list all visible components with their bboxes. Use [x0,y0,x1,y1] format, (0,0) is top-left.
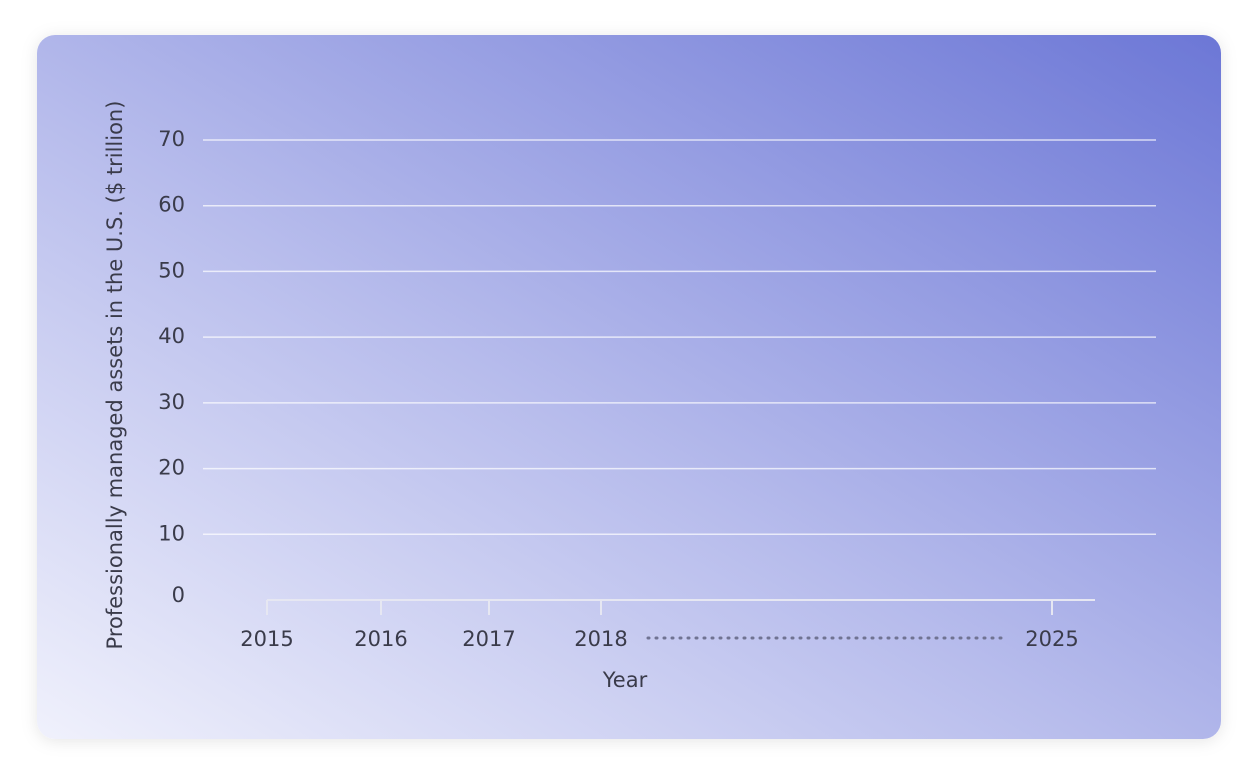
x-axis-label: Year [602,668,648,692]
y-axis-label: Professionally managed assets in the U.S… [103,101,127,650]
card [37,35,1221,739]
x-tick-label: 2016 [354,627,407,651]
y-tick-label: 0 [172,583,185,607]
y-tick-label: 60 [158,193,185,217]
x-tick-label: 2018 [574,627,627,651]
x-tick-label: 2017 [462,627,515,651]
y-tick-label: 50 [158,258,185,282]
y-tick-label: 10 [158,521,185,545]
x-tick-label: 2015 [240,627,293,651]
y-tick-label: 70 [158,127,185,151]
y-tick-label: 30 [158,390,185,414]
y-tick-label: 40 [158,324,185,348]
y-tick-label: 20 [158,456,185,480]
x-tick-label: 2025 [1025,627,1078,651]
